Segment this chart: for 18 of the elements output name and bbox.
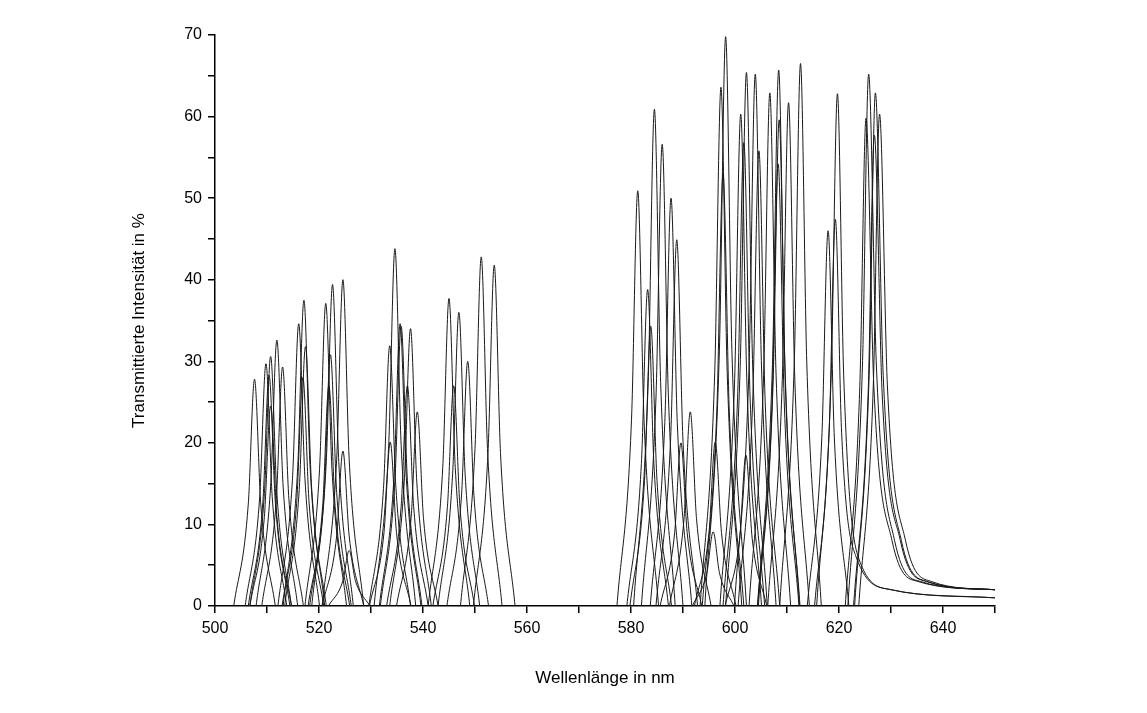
x-tick-label: 500 [201, 619, 229, 637]
x-tick-label: 620 [825, 619, 853, 637]
y-tick-label: 60 [184, 106, 203, 124]
y-tick-label: 50 [184, 188, 203, 206]
y-axis-title: Transmittierte Intensität in % [128, 213, 148, 428]
y-tick-label: 20 [184, 433, 203, 451]
y-tick-label: 30 [184, 351, 203, 369]
x-tick-label: 640 [929, 619, 957, 637]
x-axis-title: Wellenlänge in nm [535, 668, 675, 688]
x-tick-label: 580 [617, 619, 645, 637]
y-tick-label: 10 [184, 514, 203, 532]
y-tick-label: 40 [184, 270, 203, 288]
x-tick-label: 600 [721, 619, 749, 637]
x-tick-label: 520 [305, 619, 333, 637]
y-tick-label: 70 [184, 25, 203, 43]
y-tick-label: 0 [193, 596, 203, 614]
x-tick-label: 540 [409, 619, 437, 637]
x-tick-label: 560 [513, 619, 541, 637]
